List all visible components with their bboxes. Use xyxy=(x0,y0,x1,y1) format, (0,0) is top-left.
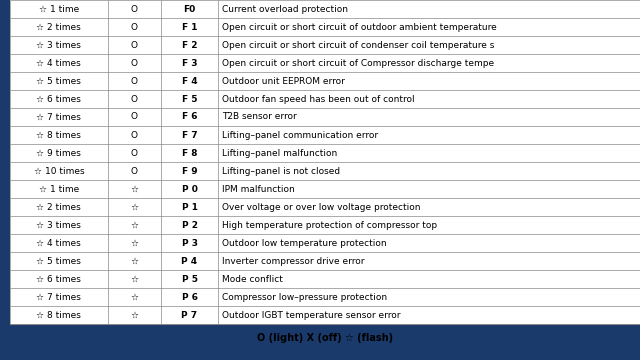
Text: O: O xyxy=(131,148,138,158)
Text: Open circuit or short circuit of outdoor ambient temperature: Open circuit or short circuit of outdoor… xyxy=(221,22,497,31)
Text: O: O xyxy=(131,40,138,49)
Text: F 8: F 8 xyxy=(182,148,197,158)
Text: P 7: P 7 xyxy=(182,310,198,320)
Text: ☆: ☆ xyxy=(131,238,138,248)
Text: Over voltage or over low voltage protection: Over voltage or over low voltage protect… xyxy=(221,202,420,211)
Text: F 2: F 2 xyxy=(182,40,197,49)
Text: ☆ 1 time: ☆ 1 time xyxy=(38,4,79,13)
Text: O: O xyxy=(131,166,138,175)
Text: ☆: ☆ xyxy=(131,292,138,301)
Text: F 3: F 3 xyxy=(182,58,197,68)
Text: O: O xyxy=(131,58,138,68)
Text: ☆ 5 times: ☆ 5 times xyxy=(36,77,81,85)
Text: ☆ 4 times: ☆ 4 times xyxy=(36,58,81,68)
Text: ☆ 2 times: ☆ 2 times xyxy=(36,202,81,211)
Text: ☆ 7 times: ☆ 7 times xyxy=(36,112,81,121)
Text: O (light) X (off) ☆ (flash): O (light) X (off) ☆ (flash) xyxy=(257,333,393,343)
Text: ☆ 1 time: ☆ 1 time xyxy=(38,184,79,194)
Text: ☆ 5 times: ☆ 5 times xyxy=(36,256,81,265)
Text: ☆ 3 times: ☆ 3 times xyxy=(36,220,81,230)
Text: O: O xyxy=(131,77,138,85)
Text: Outdoor fan speed has been out of control: Outdoor fan speed has been out of contro… xyxy=(221,94,414,104)
Text: O: O xyxy=(131,112,138,121)
Text: High temperature protection of compressor top: High temperature protection of compresso… xyxy=(221,220,437,230)
Text: Inverter compressor drive error: Inverter compressor drive error xyxy=(221,256,364,265)
Text: F 1: F 1 xyxy=(182,22,197,31)
Text: O: O xyxy=(131,94,138,104)
Text: ☆ 9 times: ☆ 9 times xyxy=(36,148,81,158)
Text: ☆ 7 times: ☆ 7 times xyxy=(36,292,81,301)
Text: ☆: ☆ xyxy=(131,274,138,283)
Text: Mode conflict: Mode conflict xyxy=(221,274,282,283)
Text: Outdoor low temperature protection: Outdoor low temperature protection xyxy=(221,238,387,248)
Text: F0: F0 xyxy=(184,4,196,13)
Text: P 6: P 6 xyxy=(182,292,198,301)
Text: ☆ 10 times: ☆ 10 times xyxy=(33,166,84,175)
Text: Outdoor unit EEPROM error: Outdoor unit EEPROM error xyxy=(221,77,344,85)
Text: F 5: F 5 xyxy=(182,94,197,104)
Text: ☆ 6 times: ☆ 6 times xyxy=(36,94,81,104)
Text: Lifting–panel is not closed: Lifting–panel is not closed xyxy=(221,166,340,175)
Text: Current overload protection: Current overload protection xyxy=(221,4,348,13)
Text: ☆: ☆ xyxy=(131,310,138,320)
Text: ☆ 8 times: ☆ 8 times xyxy=(36,130,81,139)
Text: ☆: ☆ xyxy=(131,184,138,194)
Text: ☆: ☆ xyxy=(131,256,138,265)
Text: Compressor low–pressure protection: Compressor low–pressure protection xyxy=(221,292,387,301)
Text: Lifting–panel communication error: Lifting–panel communication error xyxy=(221,130,378,139)
Text: ☆: ☆ xyxy=(131,202,138,211)
Text: F 7: F 7 xyxy=(182,130,197,139)
Text: P 4: P 4 xyxy=(182,256,198,265)
Text: ☆: ☆ xyxy=(131,220,138,230)
Text: P 2: P 2 xyxy=(182,220,198,230)
Text: ☆ 6 times: ☆ 6 times xyxy=(36,274,81,283)
Text: F 6: F 6 xyxy=(182,112,197,121)
Text: F 4: F 4 xyxy=(182,77,197,85)
Text: ☆ 3 times: ☆ 3 times xyxy=(36,40,81,49)
Text: O: O xyxy=(131,22,138,31)
Text: P 3: P 3 xyxy=(182,238,198,248)
Text: Open circuit or short circuit of condenser coil temperature s: Open circuit or short circuit of condens… xyxy=(221,40,494,49)
Text: F 9: F 9 xyxy=(182,166,197,175)
Text: IPM malfunction: IPM malfunction xyxy=(221,184,294,194)
Text: P 5: P 5 xyxy=(182,274,198,283)
Text: ☆ 4 times: ☆ 4 times xyxy=(36,238,81,248)
Text: O: O xyxy=(131,4,138,13)
Text: Open circuit or short circuit of Compressor discharge tempe: Open circuit or short circuit of Compres… xyxy=(221,58,494,68)
Text: Outdoor IGBT temperature sensor error: Outdoor IGBT temperature sensor error xyxy=(221,310,400,320)
Text: P 0: P 0 xyxy=(182,184,198,194)
Text: T2B sensor error: T2B sensor error xyxy=(221,112,296,121)
Text: ☆ 8 times: ☆ 8 times xyxy=(36,310,81,320)
Text: Lifting–panel malfunction: Lifting–panel malfunction xyxy=(221,148,337,158)
Text: ☆ 2 times: ☆ 2 times xyxy=(36,22,81,31)
Text: O: O xyxy=(131,130,138,139)
Text: P 1: P 1 xyxy=(182,202,198,211)
